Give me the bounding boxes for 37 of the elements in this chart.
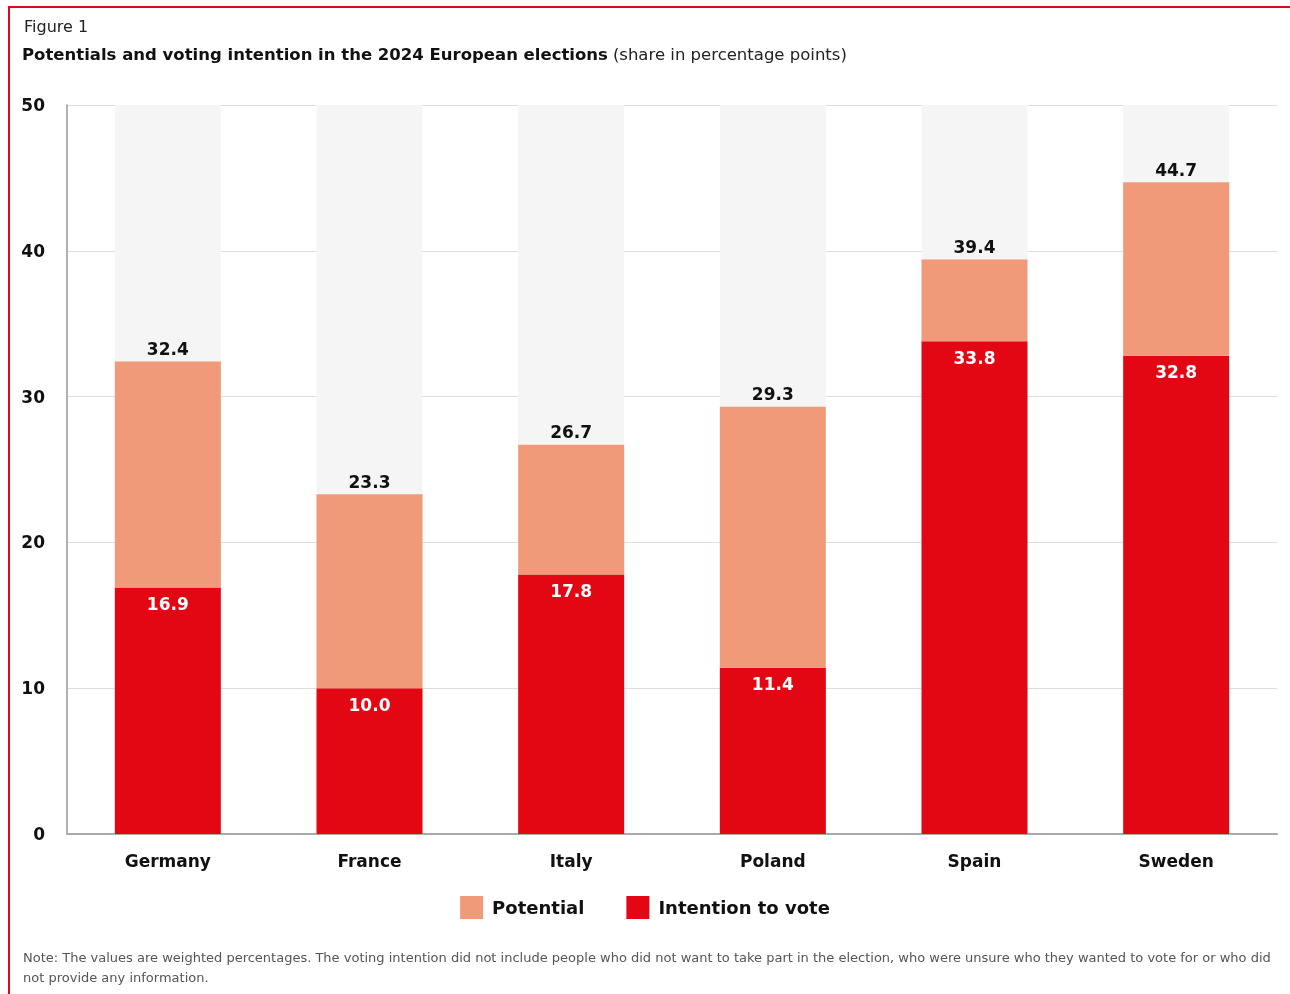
bar bbox=[316, 494, 423, 689]
legend-label: Potential bbox=[492, 897, 585, 918]
bar bbox=[316, 688, 423, 834]
total-label: 32.4 bbox=[146, 339, 189, 360]
bar bbox=[921, 259, 1028, 342]
y-tick-label: 20 bbox=[21, 532, 46, 553]
total-label: 26.7 bbox=[550, 422, 593, 443]
chart-title: Potentials and voting intention in the 2024 European elections bbox=[22, 44, 609, 64]
chart-subtitle: (share in percentage points) bbox=[612, 44, 847, 64]
bar bbox=[719, 667, 826, 834]
x-tick-label: Poland bbox=[739, 850, 806, 871]
x-tick-label: Italy bbox=[549, 850, 593, 871]
bar bbox=[1123, 182, 1230, 356]
caption: Figure 1 bbox=[24, 16, 89, 36]
total-label: 39.4 bbox=[953, 237, 996, 258]
y-tick-label: 40 bbox=[21, 240, 46, 261]
data-label: 11.4 bbox=[751, 674, 794, 695]
x-tick-label: Spain bbox=[947, 850, 1002, 871]
total-label: 44.7 bbox=[1155, 159, 1198, 180]
y-tick-label: 0 bbox=[33, 824, 46, 844]
text: Note: The values are weighted percentages. The voting intention did not include people who did not want to take part in the election, who were unsure who they wanted to vote for or who did not provide any information. bbox=[23, 949, 1275, 985]
data-label: 32.8 bbox=[1155, 362, 1198, 383]
total-label: 23.3 bbox=[348, 471, 391, 492]
legend-label: Intention to vote bbox=[658, 897, 830, 918]
bar bbox=[114, 361, 221, 588]
y-tick-label: 30 bbox=[21, 386, 46, 407]
bar bbox=[518, 444, 625, 575]
y-tick-label: 10 bbox=[21, 678, 46, 699]
data-label: 33.8 bbox=[953, 347, 996, 368]
x-tick-label: France bbox=[337, 850, 402, 871]
data-label: 17.8 bbox=[550, 580, 593, 601]
data-label: 10.0 bbox=[348, 694, 391, 715]
data-label: 16.9 bbox=[146, 594, 189, 615]
x-tick-label: Germany bbox=[124, 850, 211, 871]
total-label: 29.3 bbox=[751, 384, 794, 405]
x-tick-label: Sweden bbox=[1138, 850, 1214, 871]
y-tick-label: 50 bbox=[21, 95, 46, 115]
